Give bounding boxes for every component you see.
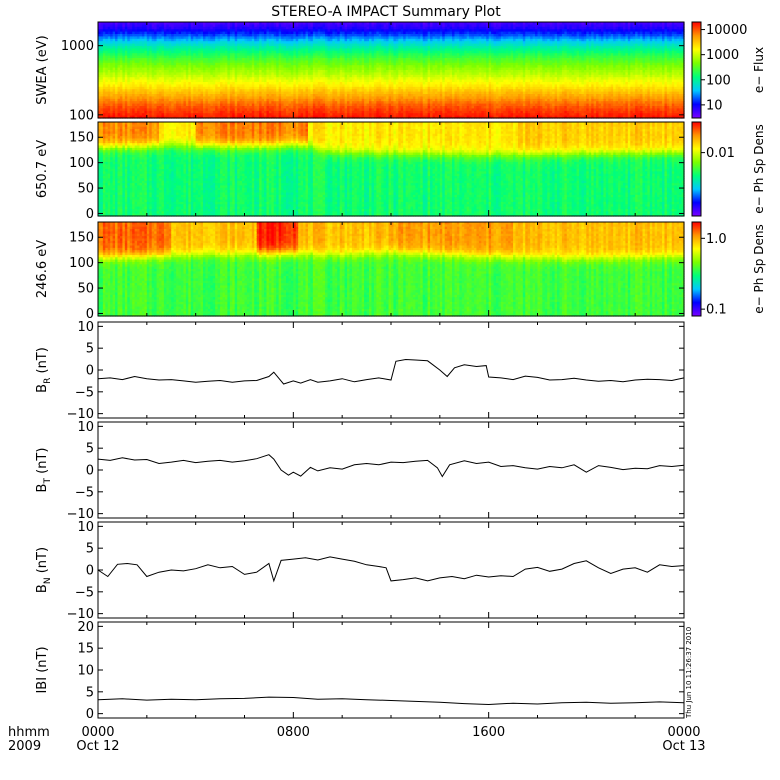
- summary-figure: STEREO-A IMPACT Summary Plot Thu Jun 10 …: [0, 0, 780, 780]
- generation-timestamp: Thu Jun 10 11:26:37 2010: [685, 627, 693, 719]
- panel-1-spectrogram: [98, 22, 685, 119]
- plot-title: STEREO-A IMPACT Summary Plot: [271, 4, 501, 20]
